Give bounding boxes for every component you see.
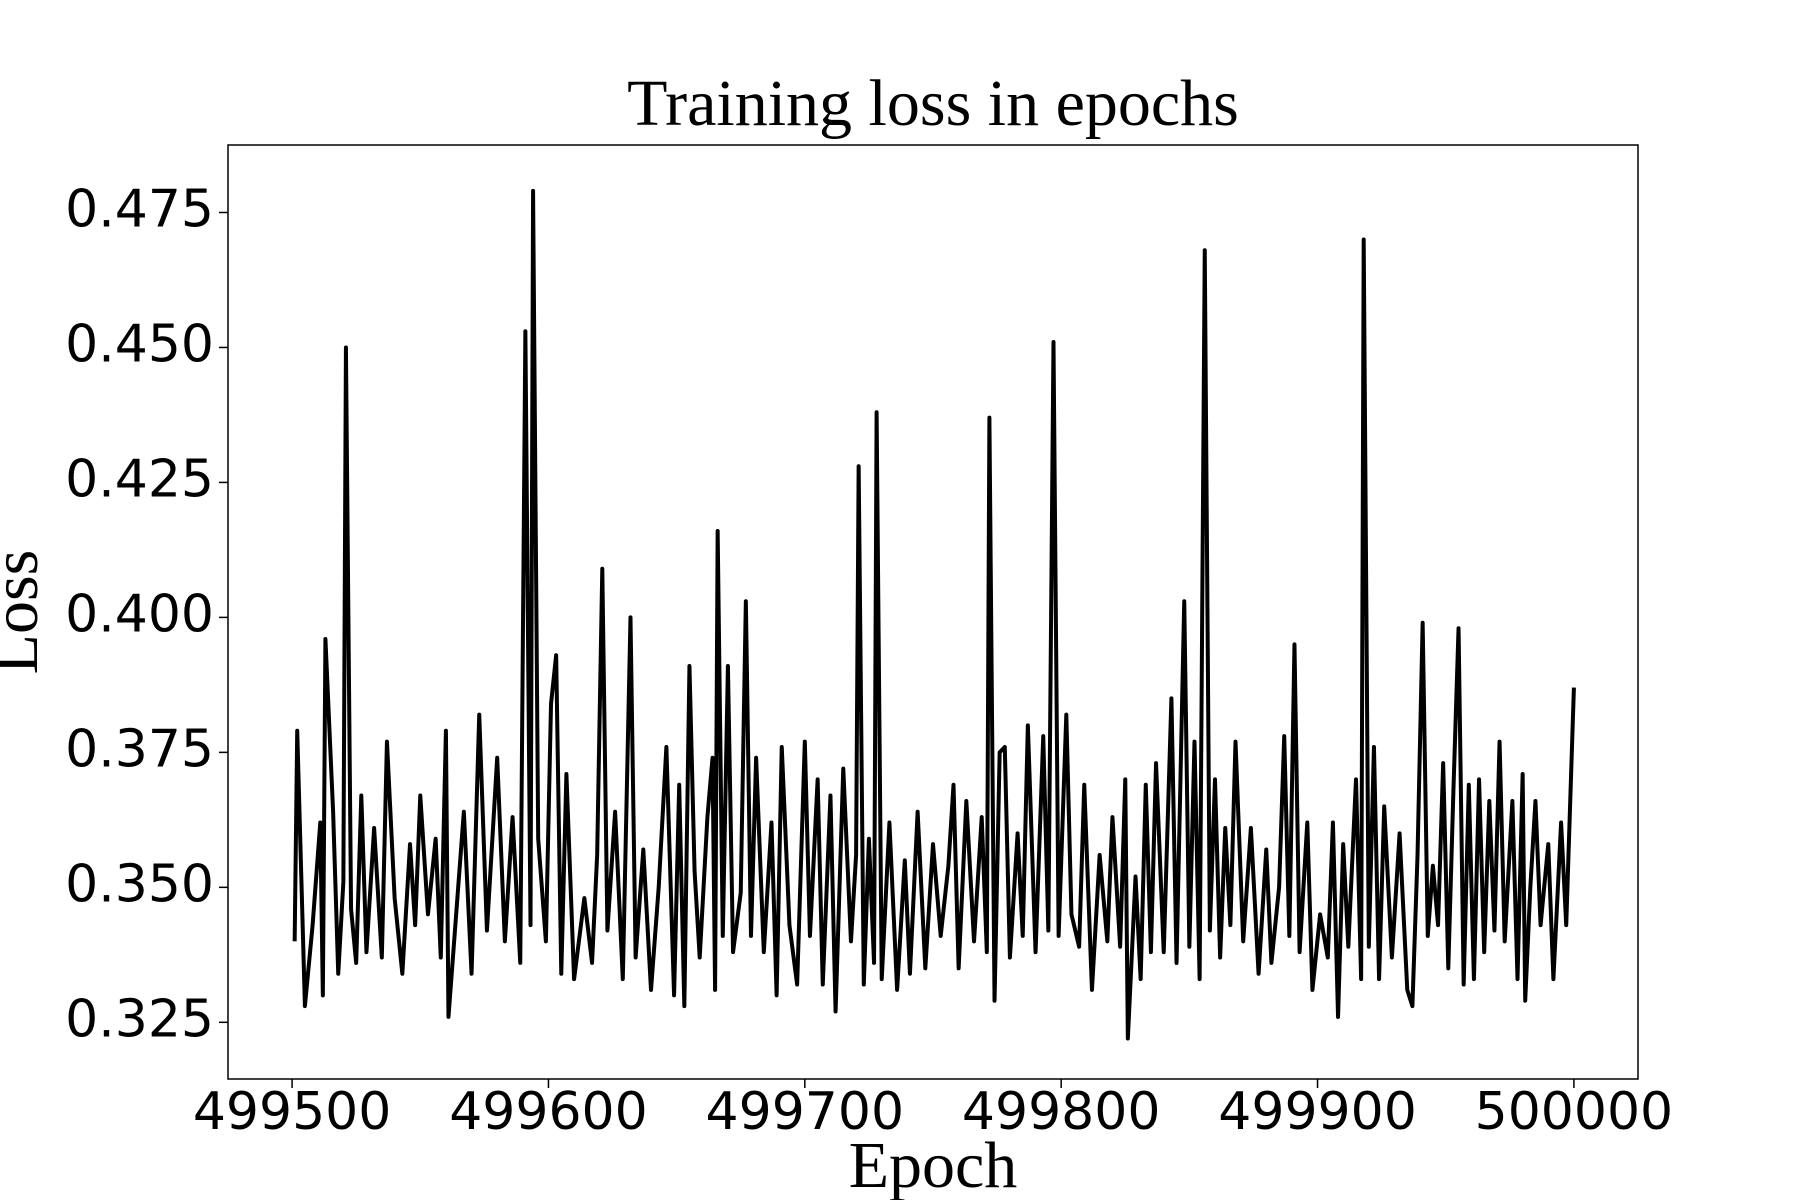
chart-title: Training loss in epochs xyxy=(627,67,1239,140)
y-tick-label: 0.475 xyxy=(65,179,214,239)
x-tick-label: 500000 xyxy=(1475,1082,1674,1142)
x-tick-label: 499600 xyxy=(449,1082,648,1142)
y-tick-label: 0.325 xyxy=(65,989,214,1049)
x-tick-label: 499700 xyxy=(706,1082,905,1142)
loss-line xyxy=(292,188,1576,1041)
x-tick-label: 499800 xyxy=(962,1082,1161,1142)
y-tick-label: 0.400 xyxy=(65,584,214,644)
plot-frame xyxy=(227,144,1639,1080)
x-axis-label: Epoch xyxy=(849,1129,1018,1200)
y-tick-label: 0.450 xyxy=(65,314,214,374)
y-tick-label: 0.375 xyxy=(65,719,214,779)
y-tick-label: 0.425 xyxy=(65,449,214,509)
x-tick-label: 499900 xyxy=(1218,1082,1417,1142)
y-axis-label: Loss xyxy=(0,550,52,675)
x-tick-label: 499500 xyxy=(193,1082,392,1142)
y-tick-label: 0.350 xyxy=(65,854,214,914)
